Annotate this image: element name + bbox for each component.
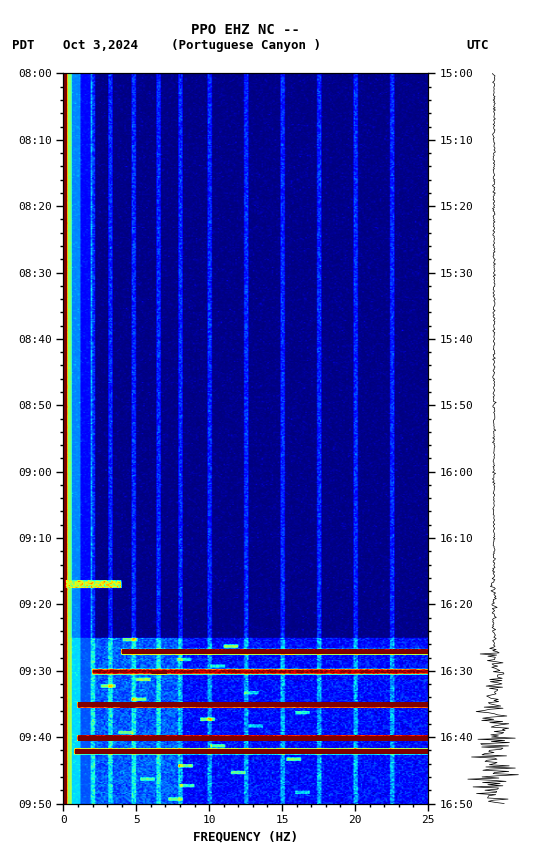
Text: Oct 3,2024: Oct 3,2024	[63, 39, 139, 53]
Text: PPO EHZ NC --: PPO EHZ NC --	[191, 23, 300, 37]
Text: UTC: UTC	[466, 39, 489, 53]
X-axis label: FREQUENCY (HZ): FREQUENCY (HZ)	[193, 831, 298, 844]
Text: PDT: PDT	[12, 39, 35, 53]
Text: (Portuguese Canyon ): (Portuguese Canyon )	[171, 39, 321, 53]
